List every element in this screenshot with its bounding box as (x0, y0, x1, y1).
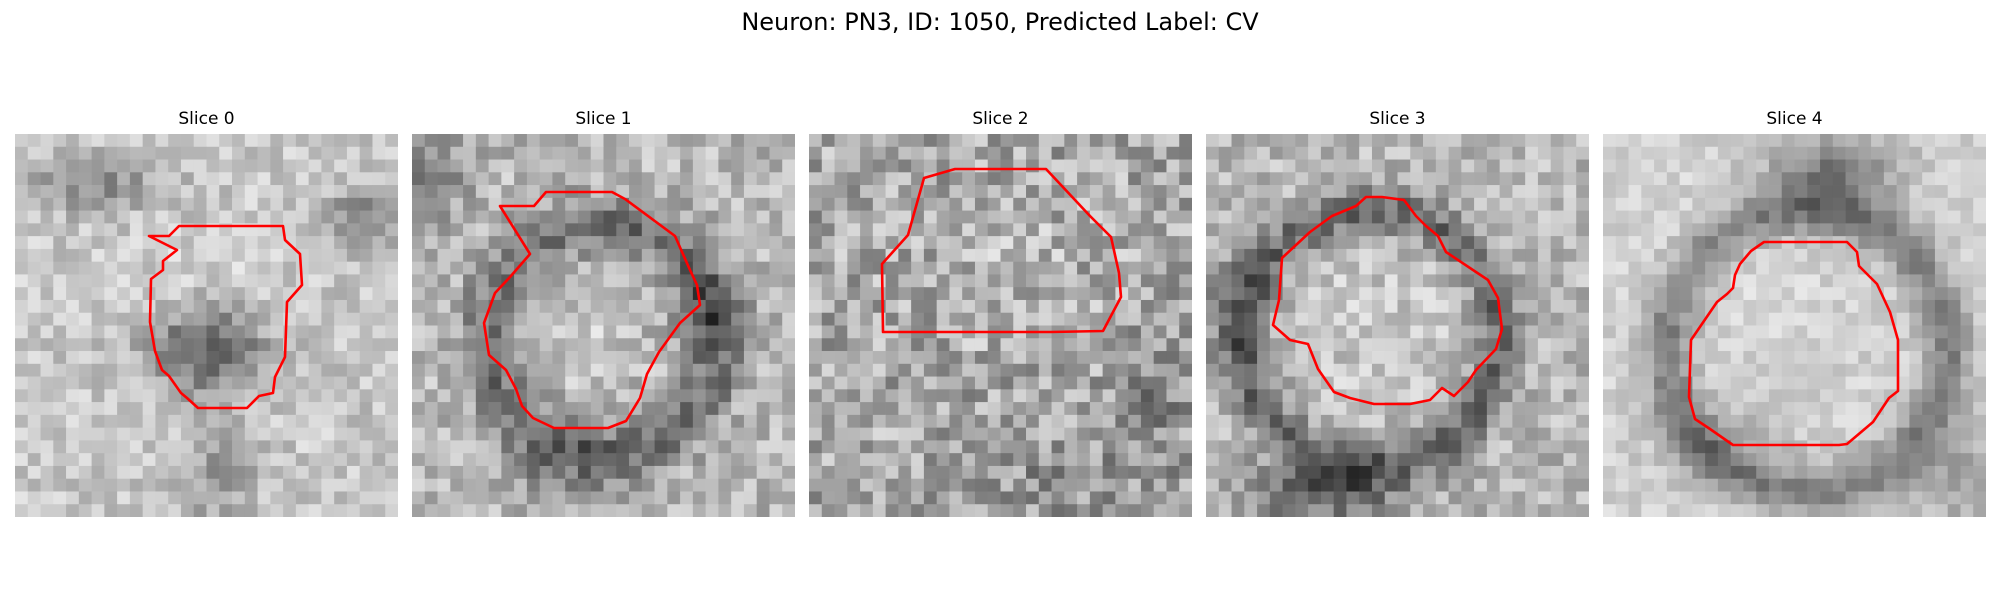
pixel-grid (412, 134, 795, 517)
pixel-grid (15, 134, 398, 517)
pixel-grid (809, 134, 1192, 517)
slice-image (412, 134, 795, 517)
slice-image (809, 134, 1192, 517)
figure-title: Neuron: PN3, ID: 1050, Predicted Label: … (741, 8, 1259, 36)
slice-title: Slice 3 (1369, 109, 1426, 129)
roi-contour (482, 190, 702, 430)
slice-title: Slice 0 (178, 109, 235, 129)
slice-image (1603, 134, 1986, 517)
roi-contour (880, 167, 1123, 334)
pixel-grid (1603, 134, 1986, 517)
slice-title: Slice 1 (575, 109, 632, 129)
roi-contour (1687, 240, 1900, 447)
slice-image (15, 134, 398, 517)
pixel-grid (1206, 134, 1589, 517)
slice-title: Slice 4 (1766, 109, 1823, 129)
roi-contour (1271, 195, 1504, 406)
slice-title: Slice 2 (972, 109, 1029, 129)
slice-image (1206, 134, 1589, 517)
roi-contour (147, 224, 304, 410)
